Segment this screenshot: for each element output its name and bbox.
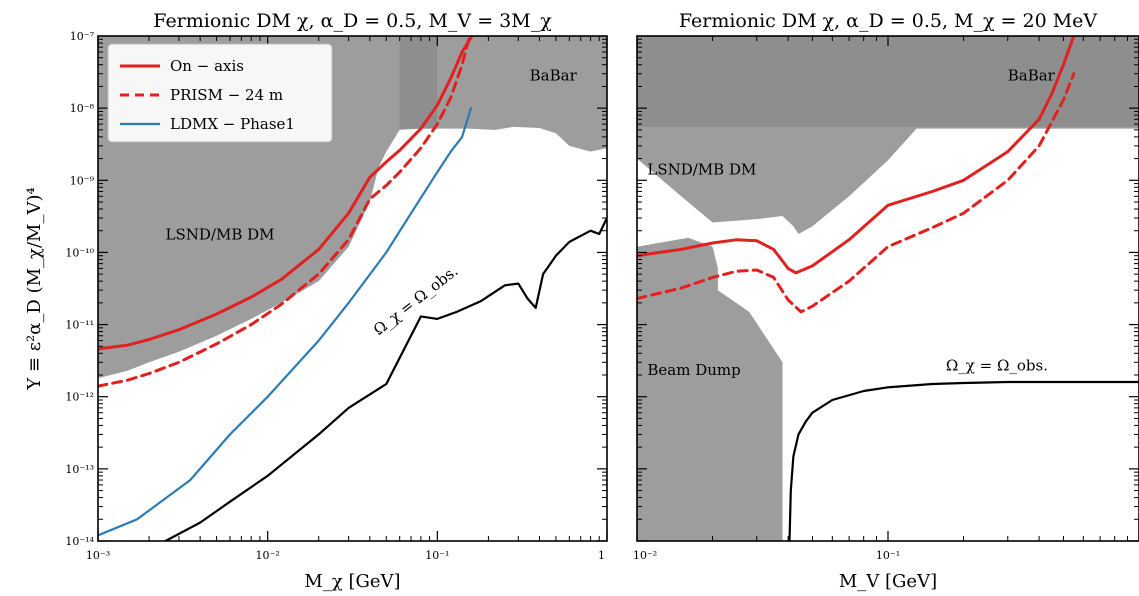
y-tick-label: 10⁻¹¹ bbox=[65, 319, 94, 332]
x-axis-label: M_V [GeV] bbox=[839, 571, 937, 592]
y-tick-label: 10⁻¹² bbox=[65, 391, 94, 404]
annotation-label: Ω_χ = Ω_obs. bbox=[946, 357, 1048, 375]
y-tick-label: 10⁻¹⁴ bbox=[65, 535, 94, 548]
panel-right: 10⁻² 10⁻¹ Fermionic DM χ, α_D = 0.5, M_χ =… bbox=[633, 10, 1139, 592]
x-tick-label: 10⁻¹ bbox=[876, 549, 900, 562]
y-tick-label: 10⁻¹⁰ bbox=[65, 246, 94, 259]
region-babar bbox=[637, 36, 1139, 127]
plot-frame bbox=[97, 35, 608, 542]
y-tick-label: 10⁻⁸ bbox=[70, 102, 95, 115]
series-line-0 bbox=[637, 36, 1076, 275]
series-line-0 bbox=[98, 36, 474, 351]
x-tick-label: 10⁻¹ bbox=[425, 549, 449, 562]
series-line-2 bbox=[788, 380, 1139, 541]
annotation-label: BaBar bbox=[530, 67, 578, 85]
x-tick-label: 10⁻² bbox=[256, 549, 280, 562]
x-axis-label: M_χ [GeV] bbox=[304, 571, 400, 592]
y-ticks bbox=[98, 38, 607, 542]
x-tick-label: 10⁻² bbox=[633, 549, 657, 562]
y-ticks bbox=[637, 38, 1139, 542]
annotation-label: LSND/MB DM bbox=[647, 161, 756, 179]
series-line-1 bbox=[637, 72, 1076, 314]
x-ticks bbox=[97, 36, 608, 541]
chart-title: Fermionic DM χ, α_D = 0.5, M_χ = 20 MeV bbox=[679, 10, 1098, 32]
legend-label: LDMX − Phase1 bbox=[170, 115, 295, 133]
legend: On − axis PRISM − 24 m LDMX − Phase1 bbox=[107, 43, 333, 143]
chart-title: Fermionic DM χ, α_D = 0.5, M_V = 3M_χ bbox=[153, 10, 552, 32]
y-tick-label: 10⁻⁷ bbox=[70, 30, 95, 43]
annotation-label: LSND/MB DM bbox=[166, 226, 275, 244]
panel-left: 10⁻³ 10⁻² 10⁻¹ 1 10⁻¹⁴ 10⁻¹³ 10⁻¹² 10⁻¹¹ 10⁻¹⁰ 10… bbox=[24, 10, 608, 592]
y-axis-label: Y ≡ ε²α_D (M_χ/M_V)⁴ bbox=[24, 187, 45, 390]
y-tick-label: 10⁻¹³ bbox=[65, 463, 94, 476]
y-tick-label: 10⁻⁹ bbox=[70, 174, 95, 187]
x-tick-label: 10⁻³ bbox=[86, 549, 110, 562]
legend-label: PRISM − 24 m bbox=[170, 86, 283, 104]
annotation-label: Beam Dump bbox=[647, 361, 740, 379]
series-line-1 bbox=[98, 36, 472, 388]
plot-area bbox=[637, 36, 1139, 541]
x-ticks bbox=[636, 36, 1129, 541]
annotation-label: BaBar bbox=[1008, 67, 1056, 85]
legend-box bbox=[107, 43, 333, 143]
series-line-3 bbox=[164, 216, 607, 541]
region-beam-dump bbox=[637, 237, 783, 541]
region-babar bbox=[399, 36, 607, 152]
x-tick-label: 1 bbox=[598, 549, 605, 562]
series-line-2 bbox=[98, 107, 473, 537]
legend-label: On − axis bbox=[170, 57, 244, 75]
